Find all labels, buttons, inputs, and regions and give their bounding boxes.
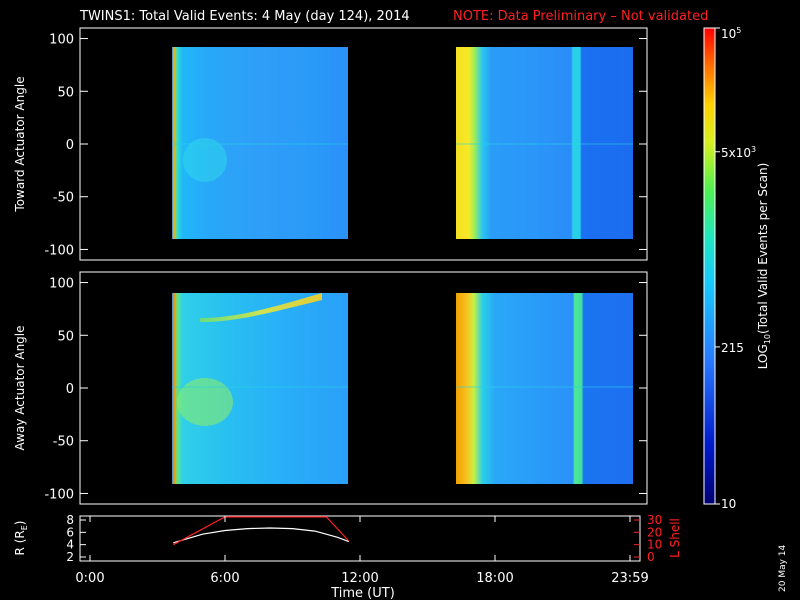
- orbit-y2label: L Shell: [668, 518, 682, 558]
- figure-title: TWINS1: Total Valid Events: 4 May (day 1…: [79, 9, 410, 24]
- time-tick-label: 6:00: [210, 571, 239, 586]
- time-tick-label: 23:59: [611, 571, 648, 586]
- ytick-label: 0: [66, 138, 74, 153]
- data-block-toward-2: [456, 47, 633, 239]
- orbit-y2tick-label: 30: [647, 513, 662, 527]
- orbit-ytick-label: 2: [66, 550, 74, 564]
- colorbar-tick-label: 215: [721, 341, 744, 355]
- time-axis-label: Time (UT): [330, 586, 395, 600]
- orbit-ylabel: R (RE): [13, 521, 29, 556]
- colorbar-tick-label: 10: [721, 497, 736, 511]
- colorbar-label: LOG10(Total Valid Events per Scan): [756, 163, 772, 370]
- ytick-label: 50: [57, 329, 74, 344]
- ytick-label: 100: [49, 277, 74, 292]
- colorbar-tick-label: 105: [721, 26, 741, 41]
- colorbar: 105 5x103 215 10 LOG10(Total Valid Events p…: [703, 26, 772, 511]
- orbit-series: [173, 516, 350, 546]
- orbit-y2tick-label: 0: [647, 550, 655, 564]
- ytick-label: 100: [49, 33, 74, 48]
- away-high-energy-ribbon: [200, 293, 322, 322]
- ytick-label: 0: [66, 382, 74, 397]
- colorbar-tick-label: 5x103: [721, 145, 756, 160]
- ytick-label: -100: [44, 243, 74, 258]
- orbit-y2tick-label: 10: [647, 538, 662, 552]
- ytick-label: 50: [57, 85, 74, 100]
- date-stamp: 20 May 14: [778, 544, 788, 592]
- ytick-label: -50: [53, 191, 74, 206]
- away-bright-region: [177, 378, 233, 426]
- orbit-ytick-label: 8: [66, 513, 74, 527]
- radius-series-line: [173, 527, 350, 544]
- data-block-toward-1: [172, 47, 348, 239]
- panel-orbit-frame: [79, 515, 641, 562]
- time-axis-ticks: 0:00 6:00 12:00 18:00 23:59: [75, 516, 649, 586]
- preliminary-note: NOTE: Data Preliminary – Not validated: [453, 9, 708, 24]
- data-block-away-2: [456, 293, 633, 484]
- time-tick-label: 12:00: [341, 571, 378, 586]
- ytick-label: -100: [44, 487, 74, 502]
- time-tick-label: 18:00: [476, 571, 513, 586]
- orbit-ytick-label: 6: [66, 525, 74, 539]
- colorbar-scale: [703, 27, 716, 505]
- panel-toward-yticks: 100 50 0 -50 -100: [44, 33, 647, 258]
- time-tick-label: 0:00: [75, 571, 104, 586]
- orbit-ytick-label: 4: [66, 538, 74, 552]
- panel-away: 100 50 0 -50 -100 Away Actuator Angle: [13, 271, 648, 505]
- panel-toward-ylabel: Toward Actuator Angle: [13, 76, 27, 212]
- ytick-label: -50: [53, 435, 74, 450]
- panel-away-yticks: 100 50 0 -50 -100: [44, 277, 647, 502]
- colorbar-ticks: 105 5x103 215 10: [715, 26, 756, 511]
- lshell-series-line: [173, 516, 350, 546]
- panel-away-ylabel: Away Actuator Angle: [13, 325, 27, 450]
- toward-bright-region: [183, 138, 227, 182]
- panel-toward: 100 50 0 -50 -100 Toward Actuator Angle: [13, 27, 648, 261]
- orbit-y2tick-label: 20: [647, 525, 662, 539]
